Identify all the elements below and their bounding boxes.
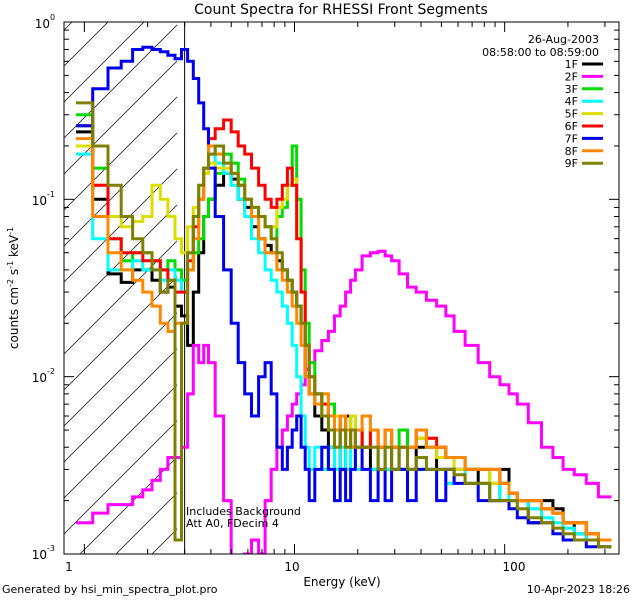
hatched-region [64,22,177,554]
x-tick-label-10: 10 [284,560,299,574]
legend-label-1F: 1F [565,58,578,71]
note-background: Includes Background [186,505,301,518]
svg-text:10: 10 [35,17,50,31]
hatch-line [64,240,177,355]
legend-label-4F: 4F [565,95,578,108]
svg-text:10: 10 [32,548,47,562]
svg-text:-1: -1 [47,190,55,199]
hatch-line [64,420,177,535]
series-line-1F [76,130,612,542]
svg-text:-2: -2 [47,367,55,376]
hatch-line [64,384,177,499]
y-tick-label-1e-2: 10 -2 [32,367,55,385]
legend-label-3F: 3F [565,83,578,96]
hatch-line [64,276,177,391]
axis-ticks [64,22,619,555]
footer-timestamp: 10-Apr-2023 18:26 [526,583,630,596]
y-tick-label-1e0: 10 0 [35,13,55,31]
series-line-9F [76,101,612,549]
svg-text:10: 10 [32,194,47,208]
legend-label-8F: 8F [565,145,578,158]
footer-generated-by: Generated by hsi_min_spectra_plot.pro [2,583,218,596]
hatch-line [64,22,145,103]
plot-frame [63,21,620,555]
y-tick-label-1e-3: 10 -3 [32,544,55,562]
series-line-6F [76,118,612,542]
time-range-label: 08:58:00 to 08:59:00 [482,46,599,59]
hatch-line [64,96,177,211]
svg-text:10: 10 [32,371,47,385]
hatch-line [64,60,177,175]
svg-text:-3: -3 [47,544,55,553]
hatch-line [64,348,177,463]
x-tick-label-100: 100 [503,560,526,574]
legend-label-9F: 9F [565,157,578,170]
chart-title: Count Spectra for RHESSI Front Segments [194,2,488,18]
note-attenuator: Att A0, FDecim 4 [186,517,279,530]
legend-label-2F: 2F [565,70,578,83]
svg-text:counts cm-2 s-1 keV-1: counts cm-2 s-1 keV-1 [6,227,21,349]
svg-text:0: 0 [50,13,55,22]
y-axis-title: counts cm-2 s-1 keV-1 [6,227,21,349]
y-tick-label-1e-1: 10 -1 [32,190,55,208]
series-line-7F [76,45,612,549]
series-line-3F [76,113,612,542]
legend-label-5F: 5F [565,108,578,121]
hatch-line [64,204,177,319]
legend-label-7F: 7F [565,132,578,145]
date-label: 26-Aug-2003 [528,33,599,46]
series-layer [76,45,612,554]
series-line-2F [76,249,612,554]
legend-label-6F: 6F [565,120,578,133]
x-tick-label-1: 1 [65,560,73,574]
hatch-line [64,312,177,427]
series-line-4F [76,152,612,549]
x-axis-title: Energy (keV) [303,575,380,589]
